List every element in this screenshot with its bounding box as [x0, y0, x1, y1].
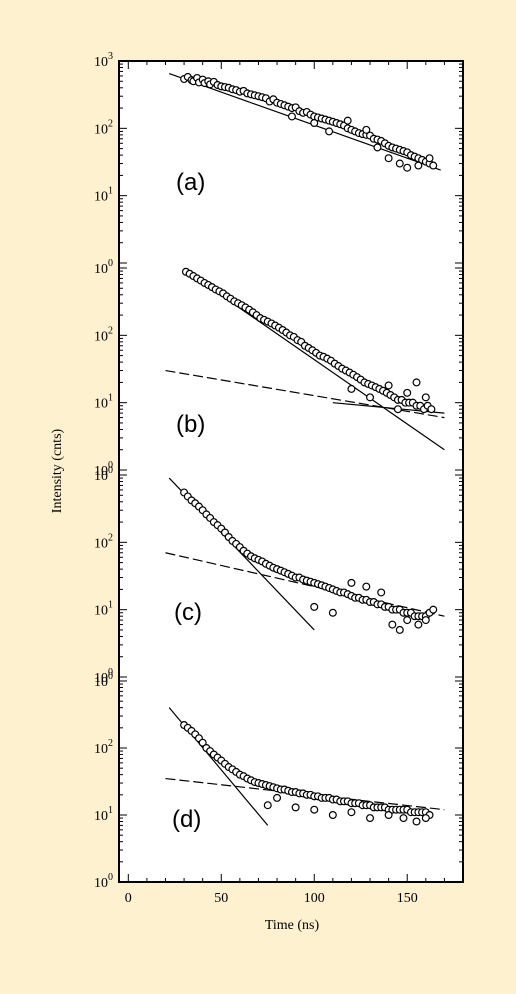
data-point: [362, 125, 371, 134]
data-point: [366, 393, 375, 402]
data-point: [366, 814, 375, 823]
y-tick-label: 100: [94, 671, 113, 690]
data-point: [377, 588, 386, 597]
data-point: [291, 803, 300, 812]
data-point: [412, 378, 421, 387]
y-tick-label: 101: [94, 600, 113, 619]
x-tick-label: 0: [125, 891, 132, 906]
x-tick-label: 50: [214, 891, 228, 906]
data-point: [403, 163, 412, 172]
fit-line-dashed: [165, 552, 445, 617]
data-point: [310, 805, 319, 814]
data-point: [425, 154, 434, 163]
data-point: [373, 143, 382, 152]
data-point: [414, 161, 423, 170]
y-tick-label: 100: [94, 258, 113, 277]
y-axis-label: Intensity (cnts): [50, 428, 65, 513]
data-point: [403, 616, 412, 625]
data-point: [328, 810, 337, 819]
panel-label: (d): [172, 806, 201, 833]
data-point: [347, 808, 356, 817]
data-point: [414, 620, 423, 629]
y-tick-label: 101: [94, 805, 113, 824]
y-tick-label: 100: [94, 465, 113, 484]
data-point: [421, 814, 430, 823]
x-tick-label: 150: [397, 891, 418, 906]
panel-a: 101 102 103 (a): [94, 51, 463, 264]
data-point: [421, 616, 430, 625]
fit-line-dashed: [165, 369, 445, 419]
data-point: [384, 810, 393, 819]
y-tick-label: 102: [94, 532, 113, 551]
data-point: [429, 605, 438, 614]
panel-d: 100 101 102 100 (d): [94, 671, 463, 891]
data-point: [310, 119, 319, 128]
data-point: [347, 384, 356, 393]
y-tick-label: 100: [94, 667, 113, 686]
y-tick-label: 103: [94, 51, 113, 70]
data-point: [343, 116, 352, 125]
y-tick-label: 100: [94, 872, 113, 891]
x-tick-label: 100: [304, 891, 325, 906]
y-tick-label: 101: [94, 186, 113, 205]
data-point: [310, 602, 319, 611]
data-point: [395, 159, 404, 168]
data-point: [198, 738, 207, 747]
panel-c: 100 101 102 100 (c): [94, 465, 463, 686]
data-point: [287, 112, 296, 121]
data-point: [393, 405, 402, 414]
data-point: [273, 793, 282, 802]
y-tick-label: 100: [94, 460, 113, 479]
panel-label: (b): [176, 411, 205, 438]
data-point: [384, 381, 393, 390]
fit-line: [169, 73, 441, 171]
data-point: [427, 405, 436, 414]
data-point: [362, 582, 371, 591]
data-point: [325, 127, 334, 136]
panel-label: (a): [176, 169, 205, 196]
data-point: [395, 625, 404, 634]
data-point: [399, 814, 408, 823]
y-tick-label: 102: [94, 118, 113, 137]
data-point: [388, 620, 397, 629]
y-tick-label: 102: [94, 738, 113, 757]
y-tick-label: 101: [94, 393, 113, 412]
y-tick-label: 102: [94, 325, 113, 344]
data-point: [328, 608, 337, 617]
panel-label: (c): [174, 599, 202, 626]
data-point: [263, 801, 272, 810]
data-point: [421, 393, 430, 402]
data-point: [403, 388, 412, 397]
data-point: [384, 154, 393, 163]
data-point: [429, 161, 438, 170]
data-point: [412, 817, 421, 826]
marks-layer: 0 50 100 150101102103(a)100101102100(b)1001…: [94, 51, 464, 906]
x-axis-label: Time (ns): [265, 918, 320, 933]
panel-b: 100 101 102 100 (b): [94, 258, 463, 479]
plot-frame: [118, 60, 464, 883]
data-point: [347, 578, 356, 587]
